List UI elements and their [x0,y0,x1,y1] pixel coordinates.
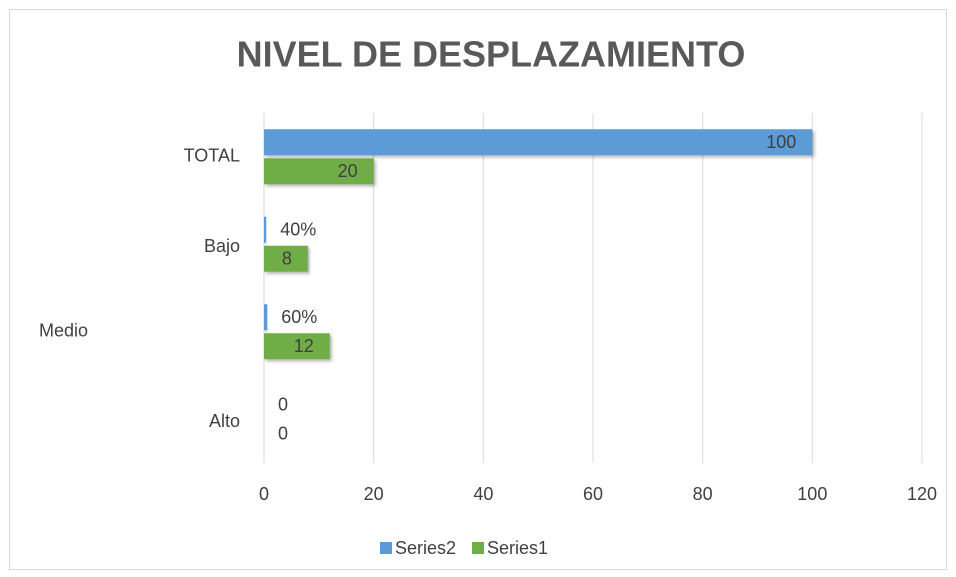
bar [264,245,308,272]
data-label: 0 [278,395,288,415]
bar [264,216,267,243]
data-label: 40% [280,220,316,240]
data-label: 100 [766,132,796,152]
x-tick-label: 120 [907,484,937,504]
y-tick-label: Alto [209,411,240,431]
x-tick-label: 0 [259,484,269,504]
y-tick-label: TOTAL [184,146,240,166]
y-tick-label: Medio [39,321,88,341]
legend-label: Series2 [395,538,456,558]
x-tick-label: 100 [797,484,827,504]
bar [264,158,374,185]
legend-swatch [472,542,485,554]
data-label: 0 [278,424,288,444]
legend-label: Series1 [487,538,548,558]
data-label: 20 [338,161,358,181]
x-tick-label: 20 [364,484,384,504]
legend-swatch [380,542,392,554]
x-tick-label: 80 [693,484,713,504]
bar [264,129,813,156]
chart-title: NIVEL DE DESPLAZAMIENTO [237,34,746,75]
chart-frame [9,9,947,570]
bar [264,304,268,331]
x-tick-label: 60 [583,484,603,504]
y-tick-label: Bajo [204,236,240,256]
x-tick-label: 40 [473,484,493,504]
data-label: 60% [281,307,317,327]
data-label: 8 [282,249,292,269]
data-label: 12 [294,336,314,356]
bar [264,333,330,360]
